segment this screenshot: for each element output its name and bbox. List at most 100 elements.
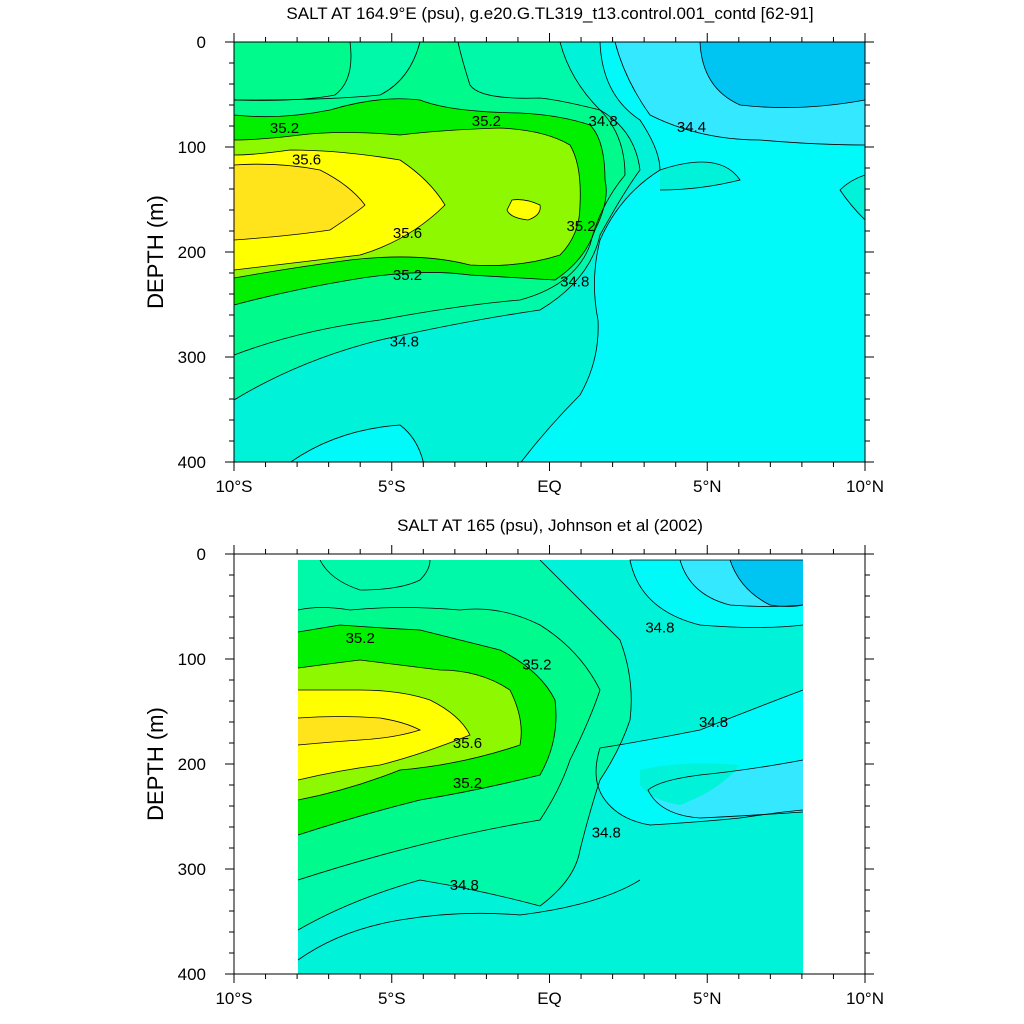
panel2-title: SALT AT 165 (psu), Johnson et al (2002) bbox=[397, 516, 703, 535]
panel1-contour-field bbox=[234, 42, 865, 462]
panel2-contour-label-text: 34.8 bbox=[645, 620, 674, 637]
panel1-contour-label: 34.8 bbox=[390, 333, 419, 350]
panel-model-section: SALT AT 164.9°E (psu), g.e20.G.TL319_t13… bbox=[143, 4, 884, 496]
panel2-contour-label-text: 35.2 bbox=[453, 775, 482, 792]
panel2-contour-label-text: 34.8 bbox=[699, 714, 728, 731]
panel2-contour-label-text: 35.2 bbox=[522, 656, 551, 673]
panel2-contour-field bbox=[297, 559, 804, 974]
panel2-xtick-label: 10°N bbox=[846, 989, 884, 1008]
panel1-xtick-label: EQ bbox=[537, 477, 562, 496]
panel2-axes: 10°S 5°S EQ 5°N 10°N 0 100 200 300 400 bbox=[178, 545, 884, 1008]
panel1-contour-label-text: 34.4 bbox=[677, 119, 706, 136]
panel1-band-ge-35_8 bbox=[234, 164, 365, 240]
panel1-band-34_4-34_6 bbox=[521, 42, 865, 462]
panel1-band-34_4-34_6-sw bbox=[290, 425, 424, 462]
panel2-contour-label-text: 34.8 bbox=[592, 824, 621, 841]
panel1-xtick-label: 5°S bbox=[378, 477, 406, 496]
panel1-contour-label: 35.2 bbox=[393, 267, 422, 284]
panel1-band-35_6-35_8-eqblob bbox=[507, 199, 541, 220]
panel2-contour-line bbox=[595, 689, 804, 826]
panel2-contour-label: 35.2 bbox=[522, 656, 551, 673]
panel1-contour-line bbox=[234, 149, 446, 271]
panel2-contour-line bbox=[297, 624, 557, 836]
panel1-band-le-34_2 bbox=[700, 42, 865, 108]
panel1-xtick-label: 10°S bbox=[215, 477, 252, 496]
panel1-contour-label-text: 34.8 bbox=[589, 113, 618, 130]
panel1-contour-label: 34.4 bbox=[677, 119, 706, 136]
panel1-contour-line bbox=[614, 42, 865, 146]
panel1-title: SALT AT 164.9°E (psu), g.e20.G.TL319_t13… bbox=[286, 4, 813, 23]
panel2-band-34_2-34_4-lower bbox=[648, 760, 803, 818]
panel1-ytick-label: 400 bbox=[178, 453, 206, 472]
panel1-contour-label-text: 34.8 bbox=[560, 273, 589, 290]
panel1-contour-line bbox=[659, 161, 741, 191]
panel1-contour-line bbox=[234, 98, 607, 306]
panel1-xtick-label: 10°N bbox=[846, 477, 884, 496]
panel1-ytick-label: 100 bbox=[178, 138, 206, 157]
panel2-xtick-label: 5°S bbox=[378, 989, 406, 1008]
panel1-contour-label: 35.2 bbox=[566, 218, 595, 235]
panel2-contour-line bbox=[297, 716, 422, 746]
panel2-xtick-label: 10°S bbox=[215, 989, 252, 1008]
panel2-contour-line bbox=[297, 559, 632, 931]
panel1-contour-line bbox=[234, 163, 366, 241]
panel1-contour-line bbox=[839, 174, 865, 221]
panel1-contour-label: 34.8 bbox=[560, 273, 589, 290]
panel1-contour-label-text: 35.6 bbox=[292, 152, 321, 169]
panel2-contour-labels: 35.2 35.2 35.6 35.2 34.8 34.8 34.8 34.8 bbox=[346, 620, 729, 894]
panel2-contour-label-text: 35.2 bbox=[346, 630, 375, 647]
panel2-ytick-label: 200 bbox=[178, 755, 206, 774]
panel2-contour-label: 34.8 bbox=[592, 824, 621, 841]
panel1-contour-label: 34.8 bbox=[589, 113, 618, 130]
panel2-contour-label-text: 34.8 bbox=[450, 877, 479, 894]
panel2-xtick-label: EQ bbox=[537, 989, 562, 1008]
panel2-contour-line bbox=[629, 559, 804, 628]
panel1-contour-label: 35.2 bbox=[270, 120, 299, 137]
panel2-ylabel: DEPTH (m) bbox=[143, 707, 168, 821]
panel2-ytick-label: 400 bbox=[178, 965, 206, 984]
panel1-ytick-label: 0 bbox=[197, 33, 206, 52]
panel1-contour-label: 35.2 bbox=[472, 113, 501, 130]
panel1-ytick-label: 200 bbox=[178, 243, 206, 262]
panel2-contour-label: 35.2 bbox=[346, 630, 375, 647]
panel2-contour-line bbox=[297, 689, 471, 781]
panel1-contour-line bbox=[234, 42, 641, 401]
panel1-contour-line bbox=[520, 42, 865, 462]
panel2-band-le-34_2 bbox=[730, 560, 803, 607]
panel2-ytick-label: 0 bbox=[197, 545, 206, 564]
panel1-band-34_6-34_8-nwedge bbox=[840, 175, 865, 220]
panel2-contour-line bbox=[319, 559, 431, 591]
panel1-contour-lines bbox=[234, 42, 865, 462]
panel1-contour-line bbox=[234, 42, 421, 101]
panel1-contour-label-text: 35.6 bbox=[393, 225, 422, 242]
panel1-contour-label-text: 35.2 bbox=[393, 267, 422, 284]
panel1-contour-line bbox=[234, 42, 626, 356]
panel-observed-section: SALT AT 165 (psu), Johnson et al (2002) bbox=[143, 516, 884, 1008]
panel1-contour-line bbox=[699, 42, 865, 108]
panel2-contour-label: 34.8 bbox=[699, 714, 728, 731]
panel1-contour-line bbox=[234, 127, 581, 279]
panel2-xtick-label: 5°N bbox=[693, 989, 722, 1008]
panel2-contour-line bbox=[647, 759, 804, 819]
panel2-ytick-label: 300 bbox=[178, 860, 206, 879]
panel2-contour-label: 35.6 bbox=[453, 735, 482, 752]
panel1-axes: 10°S 5°S EQ 5°N 10°N 0 100 200 300 400 bbox=[178, 33, 884, 496]
panel1-band-35_0-35_2-topleft bbox=[234, 42, 351, 101]
panel1-ylabel: DEPTH (m) bbox=[143, 195, 168, 309]
panel2-contour-line bbox=[297, 879, 641, 961]
panel1-contour-labels: 35.2 35.6 35.6 35.2 34.8 35.2 34.8 34.4 35.2 34.8 bbox=[270, 113, 706, 351]
panel2-contour-line bbox=[297, 659, 522, 801]
panel1-xtick-label: 5°N bbox=[693, 477, 722, 496]
panel2-contour-label: 34.8 bbox=[645, 620, 674, 637]
panel1-contour-label-text: 35.2 bbox=[566, 218, 595, 235]
panel2-contour-label-text: 35.6 bbox=[453, 735, 482, 752]
panel1-contour-label: 35.6 bbox=[393, 225, 422, 242]
panel1-contour-label-text: 35.2 bbox=[472, 113, 501, 130]
panel2-contour-lines bbox=[297, 559, 804, 961]
panel2-ytick-label: 100 bbox=[178, 650, 206, 669]
panel1-contour-label-text: 35.2 bbox=[270, 120, 299, 137]
panel1-band-34_6-34_8-northwall bbox=[660, 162, 740, 190]
panel1-contour-line bbox=[290, 424, 424, 462]
panel2-contour-line bbox=[729, 559, 804, 607]
